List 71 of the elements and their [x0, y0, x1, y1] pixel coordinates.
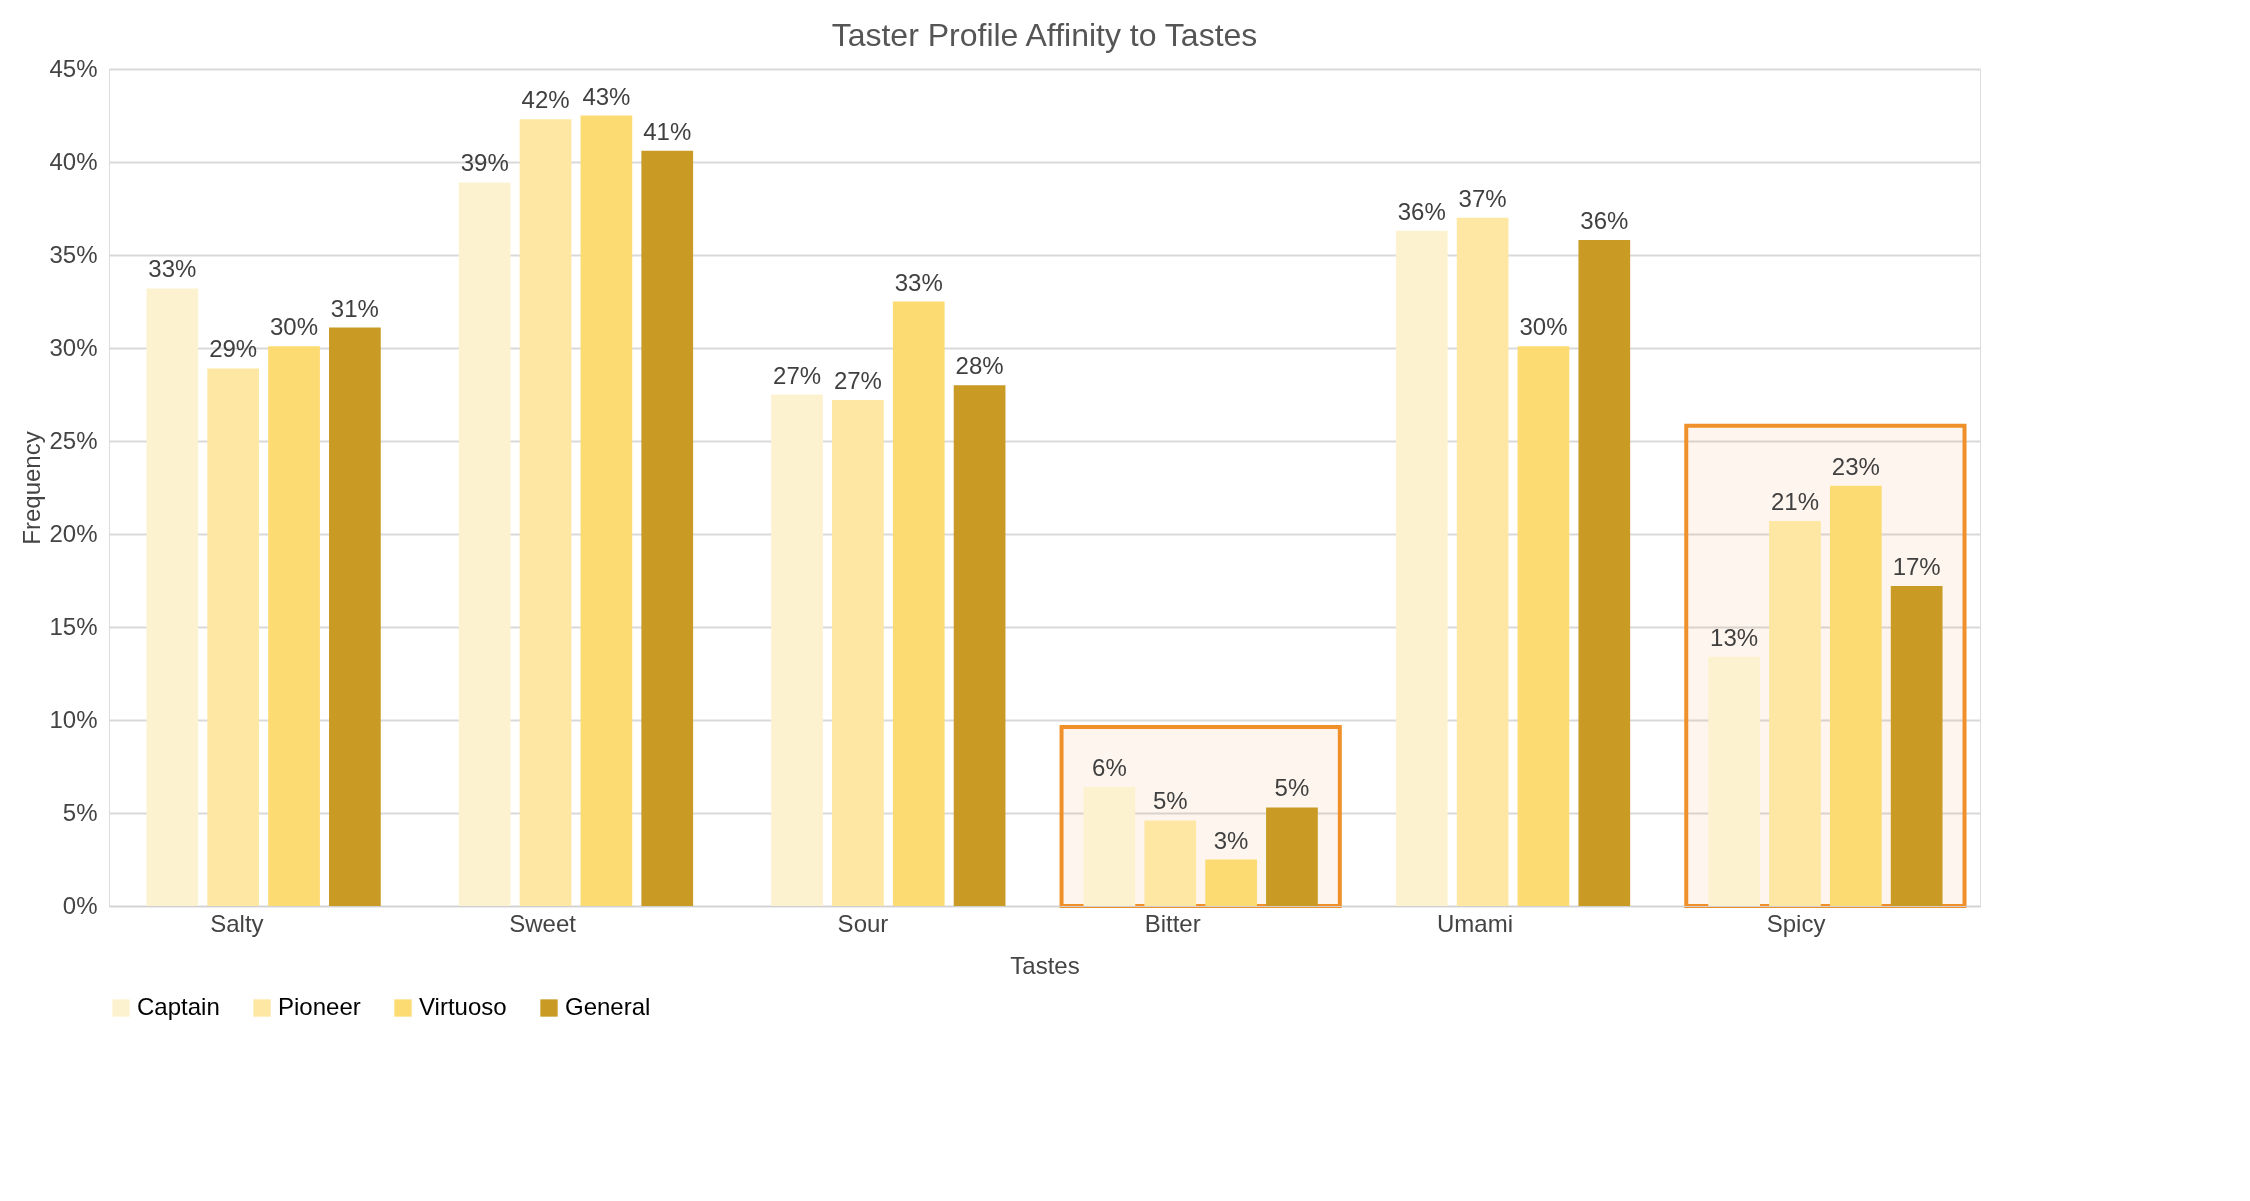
y-tick-label: 20%	[49, 519, 98, 547]
bar	[641, 150, 694, 906]
y-tick-label: 15%	[49, 612, 98, 640]
y-tick-label: 40%	[49, 147, 98, 175]
x-tick-label: Umami	[1437, 909, 1514, 937]
data-label: 36%	[1397, 197, 1446, 225]
data-label: 6%	[1092, 753, 1127, 781]
data-label: 5%	[1152, 787, 1188, 815]
data-label: 13%	[1710, 623, 1759, 651]
data-label: 23%	[1831, 452, 1880, 480]
bar	[1205, 859, 1257, 906]
bar	[1266, 807, 1318, 906]
x-tick-label: Sweet	[509, 909, 577, 937]
bar	[1829, 485, 1882, 906]
data-label: 36%	[1580, 207, 1629, 235]
bar	[580, 115, 633, 906]
bar	[1890, 586, 1943, 906]
x-axis-title: Tastes	[1010, 951, 1080, 979]
legend-label: Virtuoso	[419, 993, 507, 1020]
y-tick-label: 30%	[49, 333, 98, 361]
y-tick-label: 5%	[62, 798, 98, 826]
bar	[832, 400, 884, 906]
bar	[1395, 230, 1448, 906]
data-label: 37%	[1458, 184, 1507, 212]
data-label: 30%	[270, 313, 319, 341]
y-tick-label: 25%	[49, 426, 98, 454]
data-label: 5%	[1274, 774, 1310, 802]
data-label: 21%	[1770, 487, 1819, 515]
bar	[268, 346, 320, 906]
bar	[771, 394, 823, 906]
y-tick-label: 0%	[62, 891, 98, 919]
data-label: 27%	[773, 361, 822, 389]
y-tick-label: 35%	[49, 240, 98, 268]
bar	[329, 327, 381, 906]
data-label: 29%	[209, 335, 258, 363]
bar	[458, 182, 511, 906]
x-tick-label: Salty	[210, 909, 264, 937]
legend-label: Pioneer	[278, 993, 361, 1020]
bar	[953, 385, 1006, 906]
chart-title: Taster Profile Affinity to Tastes	[831, 17, 1258, 53]
data-label: 27%	[833, 367, 882, 395]
bar	[1456, 217, 1509, 906]
data-label: 33%	[894, 268, 943, 296]
bar	[146, 288, 199, 906]
bar	[1083, 786, 1136, 906]
y-tick-label: 45%	[49, 54, 98, 82]
bar	[1144, 820, 1197, 906]
bar	[1517, 346, 1570, 906]
data-label: 3%	[1213, 826, 1249, 854]
bar	[519, 119, 572, 906]
x-tick-label: Bitter	[1144, 909, 1201, 937]
bar	[207, 368, 260, 906]
bar	[892, 301, 945, 906]
x-tick-label: Spicy	[1766, 909, 1826, 937]
data-label: 28%	[955, 352, 1004, 380]
y-tick-label: 10%	[49, 705, 98, 733]
x-tick-label: Sour	[837, 909, 889, 937]
data-label: 31%	[330, 294, 379, 322]
bar	[1708, 656, 1760, 906]
legend-label: General	[565, 993, 651, 1020]
data-label: 43%	[582, 82, 631, 110]
data-label: 42%	[521, 86, 570, 114]
legend-label: Captain	[137, 993, 220, 1020]
data-label: 41%	[643, 117, 692, 145]
bar	[1578, 240, 1631, 906]
data-label: 33%	[148, 255, 197, 283]
bar	[1769, 520, 1821, 906]
data-label: 30%	[1519, 313, 1568, 341]
data-label: 17%	[1892, 553, 1941, 581]
y-axis-title: Frequency	[18, 431, 46, 545]
data-label: 39%	[460, 149, 509, 177]
